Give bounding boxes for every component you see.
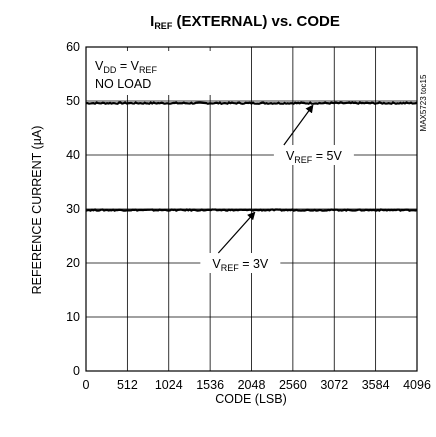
x-tick-label: 2560 bbox=[279, 378, 307, 392]
annotations: VREF = 5V VREF = 3V bbox=[200, 104, 354, 273]
y-tick-label: 10 bbox=[66, 310, 80, 324]
x-tick-label: 3072 bbox=[320, 378, 348, 392]
x-tick-label: 1536 bbox=[196, 378, 224, 392]
y-tick-labels: 0 10 20 30 40 50 60 bbox=[66, 40, 80, 378]
x-tick-label: 4096 bbox=[403, 378, 431, 392]
condition-box: VDD = VREF NO LOAD bbox=[90, 51, 212, 95]
series-line-1 bbox=[85, 101, 418, 105]
y-tick-label: 30 bbox=[66, 202, 80, 216]
x-tick-label: 1024 bbox=[155, 378, 183, 392]
series-line-2 bbox=[85, 208, 418, 212]
x-tick-label: 512 bbox=[117, 378, 138, 392]
x-tick-label: 2048 bbox=[238, 378, 266, 392]
chart-title: IREF (EXTERNAL) vs. CODE bbox=[150, 13, 340, 31]
annotation-label-2: VREF = 3V bbox=[212, 257, 269, 273]
condition-line-2: NO LOAD bbox=[95, 77, 151, 91]
y-tick-label: 40 bbox=[66, 148, 80, 162]
annotation-knockout bbox=[200, 253, 281, 273]
condition-line-1: VDD = VREF bbox=[95, 59, 157, 75]
annotation-knockout bbox=[273, 145, 354, 165]
x-tick-labels: 0 512 1024 1536 2048 2560 3072 3584 4096 bbox=[83, 378, 431, 392]
y-axis-label: REFERENCE CURRENT (µA) bbox=[30, 126, 44, 295]
annotation-arrow-2 bbox=[217, 211, 256, 254]
x-tick-label: 3584 bbox=[362, 378, 390, 392]
y-tick-label: 50 bbox=[66, 94, 80, 108]
side-label: MAX5723 toc15 bbox=[419, 74, 428, 131]
y-tick-label: 0 bbox=[73, 364, 80, 378]
annotation-label-1: VREF = 5V bbox=[286, 149, 343, 165]
series-group bbox=[85, 101, 418, 212]
y-tick-label: 60 bbox=[66, 40, 80, 54]
plot-frame bbox=[85, 46, 418, 372]
x-tick-label: 0 bbox=[83, 378, 90, 392]
y-tick-label: 20 bbox=[66, 256, 80, 270]
annotation-arrow-1 bbox=[283, 104, 314, 146]
x-axis-label: CODE (LSB) bbox=[215, 392, 287, 406]
